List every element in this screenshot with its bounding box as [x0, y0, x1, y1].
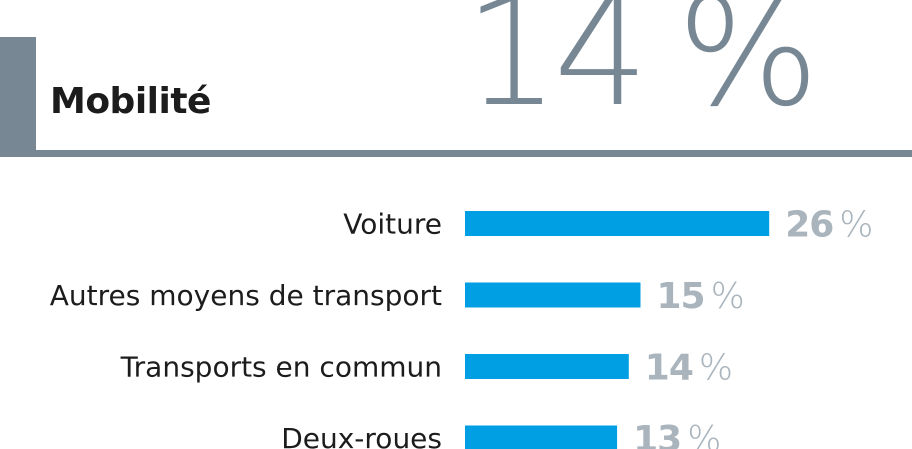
category-label-deux-roues: Deux-roues [281, 422, 442, 449]
headline-figure: 14% [464, 0, 819, 128]
category-label-voiture: Voiture [343, 208, 442, 241]
value-label-deux-roues: 13% [633, 419, 721, 449]
value-label-transports-en-commun: 14% [645, 348, 733, 389]
bar-voiture [465, 211, 770, 236]
category-label-transports-en-commun: Transports en commun [120, 351, 442, 384]
value-label-autres-moyens-de-transport: 15% [657, 276, 745, 317]
bar-autres-moyens-de-transport [465, 282, 641, 308]
header-rule [36, 150, 912, 157]
accent-bar [0, 37, 36, 157]
value-label-voiture: 26% [785, 205, 873, 246]
category-label-autres-moyens-de-transport: Autres moyens de transport [50, 279, 442, 312]
headline-unit: % [676, 0, 820, 140]
section-title: Mobilité [50, 81, 211, 122]
bar-transports-en-commun [465, 354, 629, 379]
bar-deux-roues [465, 425, 618, 449]
headline-value: 14 [464, 0, 649, 140]
